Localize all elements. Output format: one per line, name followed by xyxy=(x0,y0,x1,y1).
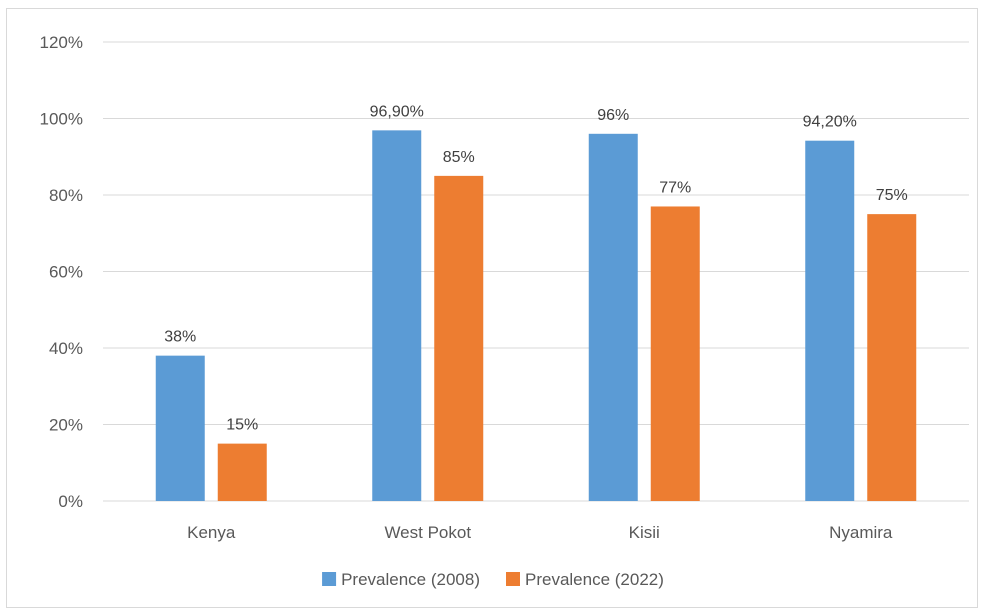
legend-item: Prevalence (2022) xyxy=(506,570,664,589)
bar xyxy=(434,175,484,501)
legend: Prevalence (2008) Prevalence (2022) xyxy=(322,570,664,589)
data-labels: 38% 15% 96,90% 85% 96% 77% 94,20% 75% xyxy=(164,103,908,433)
y-tick-label: 40% xyxy=(49,339,83,358)
bar xyxy=(867,214,917,501)
legend-label: Prevalence (2008) xyxy=(341,570,480,589)
data-label: 77% xyxy=(659,179,691,196)
data-label: 94,20% xyxy=(803,114,857,131)
data-label: 85% xyxy=(443,149,475,166)
y-axis-tick-labels: 0% 20% 40% 60% 80% 100% 120% xyxy=(40,33,83,511)
x-category-label: West Pokot xyxy=(384,523,471,542)
bar xyxy=(217,443,267,501)
gridlines xyxy=(103,41,969,502)
y-tick-label: 100% xyxy=(40,110,83,129)
legend-item: Prevalence (2008) xyxy=(322,570,480,589)
data-label: 15% xyxy=(226,417,258,434)
y-tick-label: 60% xyxy=(49,263,83,282)
bars xyxy=(155,130,917,502)
y-tick-label: 0% xyxy=(58,492,83,511)
bar xyxy=(372,130,422,502)
y-tick-label: 80% xyxy=(49,186,83,205)
data-label: 38% xyxy=(164,329,196,346)
x-category-label: Nyamira xyxy=(829,523,893,542)
legend-label: Prevalence (2022) xyxy=(525,570,664,589)
bar-chart: 0% 20% 40% 60% 80% 100% 120% 38% 15% 96,90% 85% 96… xyxy=(40,33,969,589)
data-label: 96% xyxy=(597,107,629,124)
data-label: 75% xyxy=(876,187,908,204)
legend-swatch xyxy=(322,572,337,586)
legend-swatch xyxy=(506,572,520,586)
chart-frame: 0% 20% 40% 60% 80% 100% 120% 38% 15% 96,90% 85% 96… xyxy=(6,8,978,608)
data-label: 96,90% xyxy=(370,103,424,120)
bar xyxy=(650,206,700,501)
y-tick-label: 120% xyxy=(40,33,83,52)
bar xyxy=(155,355,205,501)
bar xyxy=(588,133,638,502)
y-tick-label: 20% xyxy=(49,416,83,435)
x-axis-category-labels: Kenya West Pokot Kisii Nyamira xyxy=(187,523,893,542)
x-category-label: Kenya xyxy=(187,523,236,542)
x-category-label: Kisii xyxy=(629,523,660,542)
bar xyxy=(805,140,855,501)
